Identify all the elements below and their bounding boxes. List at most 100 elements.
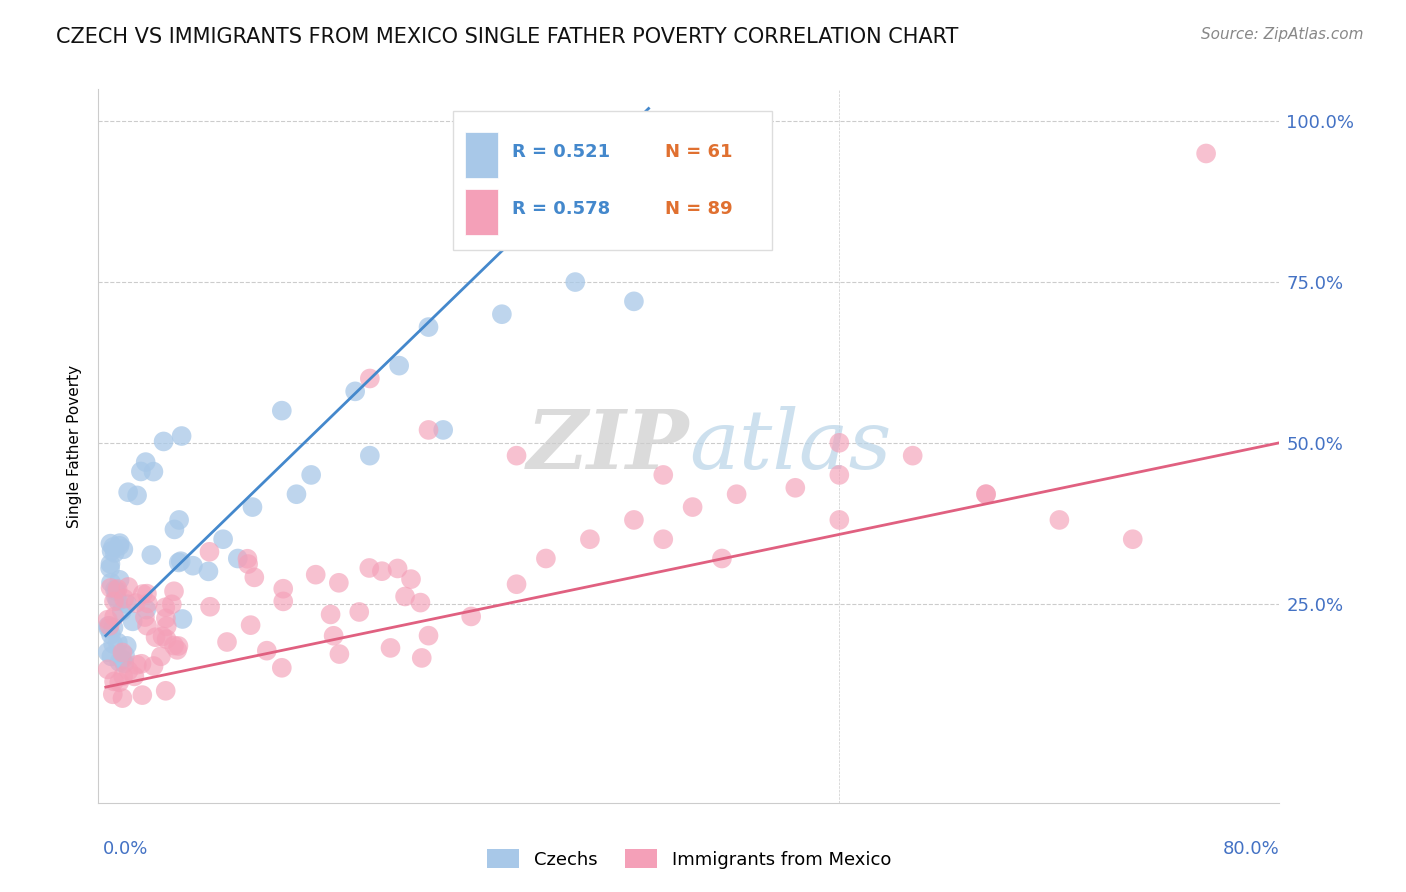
Point [155,611,177,625]
Point [114,648,136,663]
Point [167,513,190,527]
Point [98,561,121,575]
Point [901,449,924,463]
Point [98,619,121,633]
Point [156,619,179,633]
Point [505,449,527,463]
Point [103,540,125,554]
Point [103,621,125,635]
Point [111,646,134,660]
Point [974,487,997,501]
Text: ZIP: ZIP [526,406,689,486]
Point [108,539,131,553]
Point [319,607,342,622]
Text: N = 61: N = 61 [665,143,733,161]
Point [100,627,122,641]
Point [97,622,120,636]
Point [107,594,129,608]
Point [117,664,139,678]
Point [117,485,139,500]
Point [141,548,163,562]
Point [328,575,350,590]
Point [97,662,120,676]
Point [505,577,527,591]
Text: CZECH VS IMMIGRANTS FROM MEXICO SINGLE FATHER POVERTY CORRELATION CHART: CZECH VS IMMIGRANTS FROM MEXICO SINGLE F… [56,27,959,46]
Point [136,618,159,632]
Point [181,558,204,573]
Point [460,609,482,624]
Point [135,602,157,616]
Point [652,467,675,482]
Point [155,632,177,647]
Point [124,669,146,683]
Point [97,619,120,633]
Point [243,570,266,584]
Point [344,384,367,399]
Point [163,522,186,536]
Point [710,551,733,566]
Point [135,455,157,469]
Point [111,691,134,706]
Text: 80.0%: 80.0% [1223,840,1279,858]
Point [112,542,135,557]
Point [167,556,190,570]
Text: Source: ZipAtlas.com: Source: ZipAtlas.com [1201,27,1364,42]
Point [101,687,124,701]
Point [131,688,153,702]
Point [409,596,432,610]
Point [371,564,394,578]
Point [124,596,146,610]
Point [111,604,134,618]
Point [100,557,122,571]
Point [163,639,186,653]
Point [491,307,513,321]
Point [198,599,221,614]
Text: R = 0.578: R = 0.578 [512,200,610,218]
Point [399,572,422,586]
Point [107,635,129,649]
Point [418,320,440,334]
Point [103,674,125,689]
Point [305,567,328,582]
Point [170,429,193,443]
Point [394,590,416,604]
Point [418,423,440,437]
Point [103,609,125,624]
Point [828,467,851,482]
Point [136,596,159,610]
Point [623,513,645,527]
Point [418,629,440,643]
Point [197,565,219,579]
Point [105,591,128,605]
Point [112,669,135,683]
Point [142,465,165,479]
Point [432,423,454,437]
Point [215,635,238,649]
Point [349,605,371,619]
Point [145,630,167,644]
Point [359,561,381,575]
Point [100,649,122,664]
Text: R = 0.521: R = 0.521 [512,143,610,161]
Bar [464,132,498,178]
Point [1122,533,1144,547]
Point [270,661,292,675]
Point [105,583,128,598]
Point [828,435,851,450]
Point [1047,513,1070,527]
Point [125,488,148,502]
Point [108,655,131,669]
Point [212,533,235,547]
FancyBboxPatch shape [453,111,772,250]
Point [271,594,294,608]
Point [103,594,125,608]
Point [163,584,186,599]
Point [172,612,194,626]
Point [167,639,190,653]
Point [142,659,165,673]
Point [359,371,381,385]
Point [100,575,122,590]
Y-axis label: Single Father Poverty: Single Father Poverty [67,365,83,527]
Point [100,544,122,558]
Point [97,645,120,659]
